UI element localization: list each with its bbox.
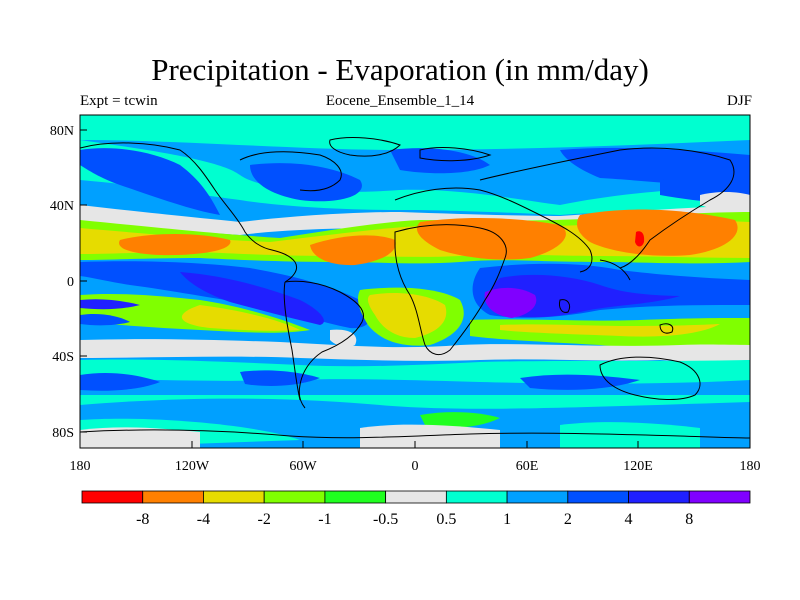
- ensemble-label: Eocene_Ensemble_1_14: [325, 93, 475, 109]
- tick-marks: [79, 129, 751, 448]
- colorbar-swatch: [142, 490, 204, 504]
- colorbar-label: -2: [258, 511, 271, 528]
- lat-tick-label: 80S: [52, 426, 74, 441]
- colorbar-swatch: [324, 490, 387, 504]
- experiment-label: Expt = tcwin: [80, 93, 158, 109]
- lon-tick-label: 120E: [623, 459, 653, 474]
- colorbar-swatch: [688, 490, 751, 504]
- colorbar-swatch: [385, 490, 447, 504]
- colorbar-swatch: [506, 490, 569, 504]
- lon-tick-label: 120W: [175, 459, 210, 474]
- colorbar-label: 2: [564, 511, 572, 528]
- season-label: DJF: [726, 93, 752, 109]
- lat-tick-label: 40S: [52, 350, 74, 365]
- lon-tick-label: 60E: [516, 459, 539, 474]
- lon-tick-label: 0: [412, 459, 419, 474]
- lon-tick-label: 180: [70, 459, 91, 474]
- lat-tick-label: 80N: [50, 124, 74, 139]
- colorbar-label: 0.5: [436, 511, 456, 528]
- colorbar-label: -1: [318, 511, 331, 528]
- lon-tick-label: 60W: [289, 459, 317, 474]
- colorbar-label: -0.5: [373, 511, 398, 528]
- plot-title: Precipitation - Evaporation (in mm/day): [151, 52, 649, 87]
- colorbar-swatch: [81, 490, 144, 504]
- colorbar-swatch: [203, 490, 265, 504]
- colorbar-swatch: [628, 490, 690, 504]
- lon-tick-label: 180: [740, 459, 761, 474]
- colorbar-label: 4: [625, 511, 633, 528]
- colorbar-label: 8: [685, 511, 693, 528]
- colorbar-swatch: [445, 490, 508, 504]
- colorbar: -8 -4 -2 -1 -0.5 0.5 1 2 4 8: [81, 490, 751, 528]
- colorbar-label: -8: [136, 511, 149, 528]
- lat-tick-label: 40N: [50, 199, 74, 214]
- coastlines: [80, 137, 750, 439]
- colorbar-label: 1: [503, 511, 511, 528]
- colorbar-label: -4: [197, 511, 210, 528]
- lat-tick-label: 0: [67, 275, 74, 290]
- field-layer: [80, 115, 750, 448]
- colorbar-swatch: [263, 490, 326, 504]
- colorbar-swatch: [567, 490, 629, 504]
